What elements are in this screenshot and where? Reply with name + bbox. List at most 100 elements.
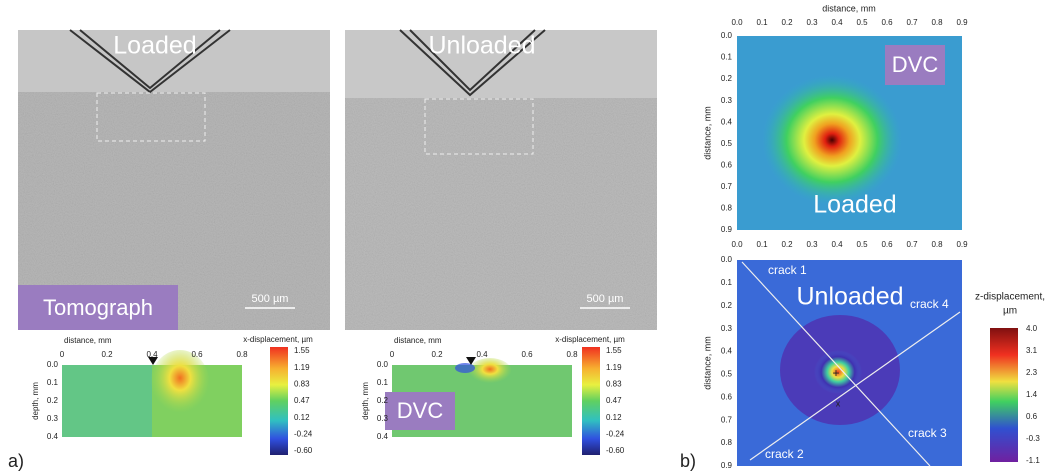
scale-bar-label: 500 µm: [587, 293, 624, 305]
heatmap-hotspot: [468, 358, 512, 386]
x-tick-label: 0.7: [906, 240, 918, 249]
x-tick-label: 0.5: [856, 240, 868, 249]
x-tick-label: 0.2: [431, 350, 443, 359]
colorbar-tick-label: 0.12: [294, 413, 310, 422]
colorbar-tick-label: 0.83: [294, 379, 310, 388]
x-tick-label: 0.3: [806, 18, 818, 27]
colorbar-tick-label: 2.3: [1026, 368, 1038, 377]
y-tick-label: 0.0: [721, 31, 733, 40]
tomograph-unloaded: [345, 30, 657, 330]
colorbar-tick-label: 3.1: [1026, 346, 1038, 355]
colorbar-tick-label: 0.6: [1026, 412, 1038, 421]
map-title: Loaded: [813, 191, 896, 219]
tag-text: DVC: [892, 52, 939, 77]
panel-label: a): [8, 451, 24, 471]
colorbar-tick-label: -0.24: [294, 429, 313, 438]
y-axis-label: distance, mm: [702, 106, 712, 160]
colorbar-tick-label: 1.19: [294, 363, 310, 372]
x-tick-label: 0.0: [731, 18, 743, 27]
y-tick-label: 0.3: [377, 414, 389, 423]
x-tick-label: 0.0: [731, 240, 743, 249]
crack-label: crack 4: [910, 297, 949, 311]
colorbar-title: x-displacement, µm: [555, 335, 625, 344]
colorbar: [270, 347, 288, 455]
panel-label: b): [680, 451, 696, 471]
y-tick-label: 0.3: [47, 414, 59, 423]
y-axis-label: distance, mm: [702, 336, 712, 390]
y-tick-label: 0.9: [721, 461, 733, 470]
y-tick-label: 0.3: [721, 324, 733, 333]
colorbar-tick-label: 0.83: [606, 379, 622, 388]
colorbar-tick-label: -1.1: [1026, 456, 1040, 465]
x-tick-label: 0.2: [101, 350, 113, 359]
y-tick-label: 0.0: [377, 360, 389, 369]
heatmap-region: [62, 365, 152, 437]
center-marker: +: [832, 366, 839, 380]
x-tick-label: 0.8: [566, 350, 578, 359]
y-tick-label: 0.4: [721, 117, 733, 126]
x-axis-label: distance, mm: [64, 336, 112, 345]
x-tick-label: 0: [60, 350, 65, 359]
x-tick-label: 0.8: [931, 18, 943, 27]
heatmap-hotspot: [150, 350, 210, 420]
y-tick-label: 0.1: [721, 53, 733, 62]
colorbar-tick-label: 1.4: [1026, 390, 1038, 399]
y-tick-label: 0.2: [47, 396, 59, 405]
crack-label: crack 1: [768, 263, 807, 277]
y-axis-label: depth, mm: [31, 382, 40, 420]
colorbar-tick-label: -0.24: [606, 429, 625, 438]
y-tick-label: 0.3: [721, 96, 733, 105]
x-tick-label: 0.9: [956, 18, 968, 27]
colorbar-tick-label: 0.47: [294, 396, 310, 405]
x-tick-label: 0.4: [831, 240, 843, 249]
y-tick-label: 0.4: [47, 432, 59, 441]
colorbar-tick-label: -0.60: [294, 446, 313, 455]
x-tick-label: 0.7: [906, 18, 918, 27]
y-tick-label: 0.8: [721, 438, 733, 447]
y-tick-label: 0.2: [721, 301, 733, 310]
map-title: Unloaded: [796, 283, 903, 311]
colorbar-title: z-displacement,: [975, 292, 1045, 303]
x-tick-label: 0.6: [881, 18, 893, 27]
colorbar-title: µm: [1003, 306, 1017, 317]
colorbar: [582, 347, 600, 455]
point-marker: x: [836, 398, 841, 408]
x-tick-label: 0.3: [806, 240, 818, 249]
y-tick-label: 0.1: [377, 378, 389, 387]
scale-bar-label: 500 µm: [252, 293, 289, 305]
tag-text: Tomograph: [43, 295, 153, 320]
colorbar-title: x-displacement, µm: [243, 335, 313, 344]
y-tick-label: 0.6: [721, 160, 733, 169]
y-tick-label: 0.7: [721, 415, 733, 424]
y-tick-label: 0.0: [721, 255, 733, 264]
y-tick-label: 0.9: [721, 225, 733, 234]
image-title: Loaded: [113, 32, 196, 60]
x-map-loaded: [62, 347, 288, 455]
x-tick-label: 0.4: [831, 18, 843, 27]
x-tick-label: 0.2: [781, 240, 793, 249]
x-tick-label: 0.4: [146, 350, 158, 359]
colorbar-tick-label: 1.55: [294, 346, 310, 355]
colorbar: [990, 328, 1018, 462]
y-tick-label: 0.1: [721, 278, 733, 287]
colorbar-tick-label: 0.12: [606, 413, 622, 422]
x-axis-label: distance, mm: [822, 3, 876, 13]
x-tick-label: 0.8: [236, 350, 248, 359]
colorbar-tick-label: 0.47: [606, 396, 622, 405]
y-tick-label: 0.6: [721, 392, 733, 401]
x-tick-label: 0.8: [931, 240, 943, 249]
y-tick-label: 0.4: [377, 432, 389, 441]
x-tick-label: 0.2: [781, 18, 793, 27]
colorbar-tick-label: 1.55: [606, 346, 622, 355]
x-tick-label: 0.1: [756, 240, 768, 249]
x-tick-label: 0: [390, 350, 395, 359]
image-title: Unloaded: [428, 32, 535, 60]
x-tick-label: 0.9: [956, 240, 968, 249]
colorbar-tick-label: 4.0: [1026, 324, 1038, 333]
y-tick-label: 0.5: [721, 139, 733, 148]
x-tick-label: 0.5: [856, 18, 868, 27]
tag-text: DVC: [397, 398, 444, 423]
heatmap-coldspot: [455, 363, 475, 373]
x-tick-label: 0.4: [476, 350, 488, 359]
y-tick-label: 0.2: [721, 74, 733, 83]
